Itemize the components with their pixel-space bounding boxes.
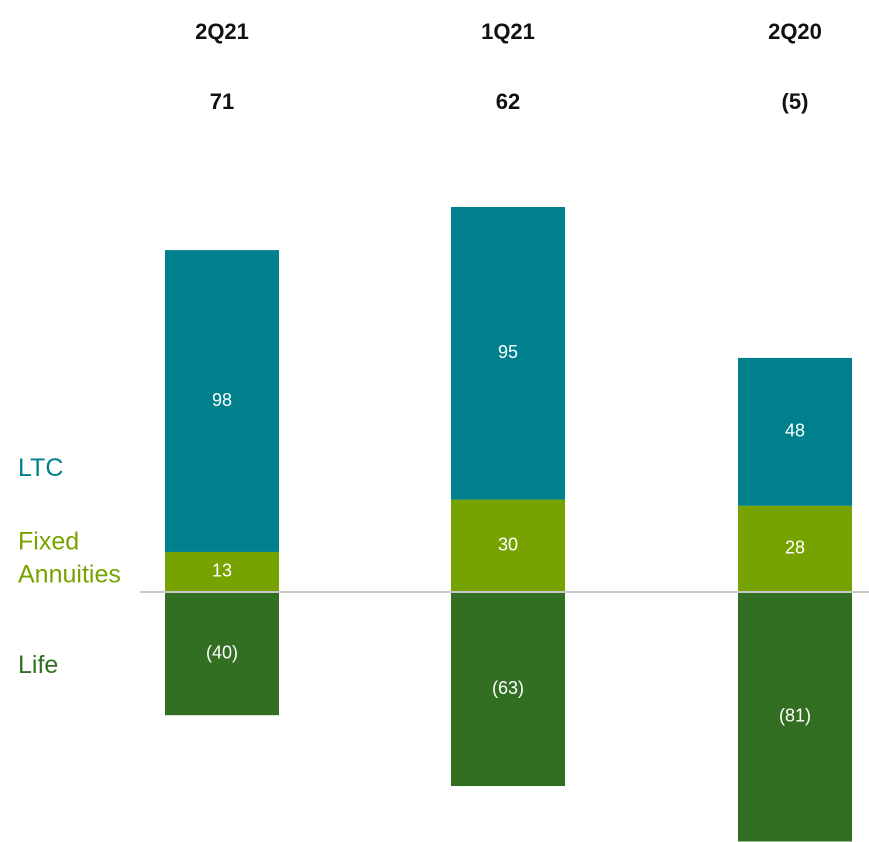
value-label: (63) — [492, 678, 524, 698]
category-label: 2Q20 — [768, 19, 822, 44]
category-label: 1Q21 — [481, 19, 535, 44]
legend-label: Fixed Annuities — [18, 527, 121, 589]
value-label: 98 — [212, 390, 232, 410]
bar-segment — [165, 592, 279, 716]
value-label: 28 — [785, 538, 805, 558]
value-label: 48 — [785, 421, 805, 441]
bar-segment — [451, 207, 565, 500]
bar-segment — [165, 551, 279, 592]
value-label: 30 — [498, 535, 518, 555]
bar-segment — [738, 592, 852, 842]
value-label: 13 — [212, 561, 232, 581]
total-label: 71 — [210, 89, 234, 114]
bar-segment — [451, 499, 565, 592]
legend-label: LTC — [18, 453, 64, 482]
bar-segment — [165, 250, 279, 552]
category-label: 2Q21 — [195, 19, 249, 44]
total-label: 62 — [496, 89, 520, 114]
value-label: (40) — [206, 642, 238, 662]
legend-label: Life — [18, 650, 59, 679]
bar-segment — [451, 592, 565, 787]
bar-segment — [738, 505, 852, 592]
value-label: (81) — [779, 705, 811, 725]
value-label: 95 — [498, 342, 518, 362]
bar-segment — [738, 357, 852, 506]
total-label: (5) — [782, 89, 809, 114]
